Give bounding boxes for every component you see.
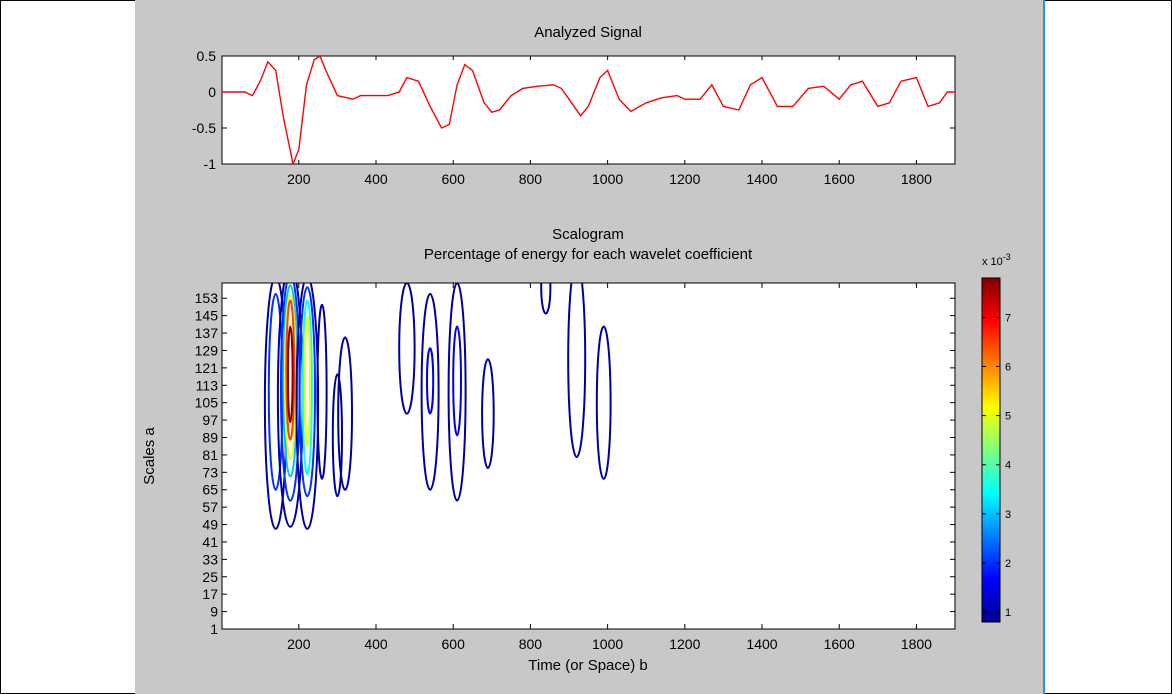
signal-x-tick-label: 200	[287, 171, 311, 187]
scalogram-y-tick-label: 1	[210, 621, 218, 637]
colorbar	[981, 277, 1001, 623]
scalogram-y-tick-label: 81	[202, 447, 218, 463]
contour-line	[303, 314, 311, 448]
window-edge-line	[1043, 0, 1045, 694]
contour-line	[595, 325, 612, 480]
contour-line	[301, 299, 313, 476]
contour-line	[283, 292, 297, 461]
signal-axes	[221, 55, 956, 165]
scalogram-y-tick-label: 57	[202, 499, 218, 515]
signal-x-tick-label: 600	[442, 171, 466, 187]
contour-line	[287, 325, 294, 424]
scalogram-xlabel: Time (or Space) b	[528, 657, 647, 674]
signal-x-tick-label: 800	[519, 171, 543, 187]
contour-line	[540, 283, 552, 315]
contour-line	[316, 303, 328, 480]
scalogram-title: Scalogram	[552, 226, 624, 243]
signal-x-tick-label: 1400	[746, 171, 777, 187]
signal-x-tick-label: 1600	[824, 171, 855, 187]
contour-line	[567, 283, 587, 459]
signal-x-tick-label: 1000	[592, 171, 623, 187]
scalogram-axes-border	[221, 282, 956, 630]
scalogram-y-tick-label: 113	[196, 377, 219, 393]
colorbar-tick-label: 4	[1005, 460, 1011, 472]
contour-line	[481, 358, 495, 470]
scalogram-y-tick-label: 129	[195, 342, 219, 358]
scalogram-y-tick-label: 17	[202, 586, 218, 602]
scalogram-y-tick-label: 97	[202, 412, 218, 428]
signal-x-axis: 200 400 600 800 1000 1200 1400 1600 1800	[287, 56, 932, 187]
colorbar-tick-label: 5	[1005, 411, 1011, 423]
scalogram-y-tick-label: 153	[195, 290, 219, 306]
scalogram-y-tick-label: 65	[202, 482, 218, 498]
signal-y-axis: 0.5 0 -0.5 -1	[192, 48, 955, 172]
contour-line	[331, 373, 343, 498]
scalogram-x-tick-label: 400	[364, 636, 388, 652]
signal-x-tick-label: 1200	[669, 171, 700, 187]
contour-line	[285, 299, 296, 441]
scalogram-y-tick-label: 89	[202, 430, 218, 446]
scalogram-x-tick-label: 200	[287, 636, 311, 652]
scalogram-x-tick-label: 1800	[901, 636, 932, 652]
signal-title: Analyzed Signal	[534, 24, 642, 41]
scalogram-y-tick-label: 105	[195, 395, 219, 411]
scalogram-y-tick-label: 9	[210, 604, 218, 620]
colorbar-tick-label: 7	[1005, 312, 1011, 324]
scalogram-x-tick-label: 600	[442, 636, 466, 652]
colorbar-tick-label: 1	[1005, 607, 1011, 619]
scalogram-x-tick-label: 1400	[746, 636, 777, 652]
contour-line	[398, 283, 416, 415]
signal-y-tick-label: 0	[208, 84, 216, 100]
scalogram-subtitle: Percentage of energy for each wavelet co…	[424, 246, 753, 263]
scalogram-y-tick-label: 41	[202, 534, 218, 550]
contour-line	[426, 347, 435, 415]
scalogram-y-tick-label: 73	[202, 464, 218, 480]
scalogram-y-tick-label: 121	[195, 360, 219, 376]
colorbar-exponent: -3	[1003, 252, 1011, 262]
contour-line	[298, 286, 316, 498]
signal-x-tick-label: 400	[364, 171, 388, 187]
contour-line	[452, 325, 463, 437]
scalogram-x-tick-label: 1600	[824, 636, 855, 652]
signal-y-tick-label: -0.5	[192, 120, 216, 136]
colorbar-multiplier-base: x 10	[982, 256, 1003, 268]
scalogram-y-tick-label: 33	[202, 551, 218, 567]
colorbar-tick-label: 2	[1005, 558, 1011, 570]
scalogram-axes	[221, 282, 956, 630]
scalogram-ylabel: Scales a	[141, 427, 158, 485]
scalogram-x-tick-label: 800	[519, 636, 543, 652]
scalogram-y-axis: 1917253341495765738189971051131211291371…	[195, 290, 955, 637]
contour-line	[447, 283, 467, 502]
scalogram-y-tick-label: 49	[202, 517, 218, 533]
signal-series-line	[222, 56, 955, 164]
colorbar-ticks: 1 2 3 4 5 6 7	[982, 312, 1011, 619]
scalogram-x-tick-label: 1200	[669, 636, 700, 652]
scalogram-y-tick-label: 137	[195, 325, 219, 341]
colorbar-tick-label: 3	[1005, 509, 1011, 521]
signal-x-tick-label: 1800	[901, 171, 932, 187]
scalogram-x-tick-label: 1000	[592, 636, 623, 652]
signal-y-tick-label: 0.5	[197, 48, 217, 64]
scalogram-y-tick-label: 25	[202, 569, 218, 585]
colorbar-multiplier: x 10-3	[982, 252, 1011, 268]
scalogram-x-axis: 200 400 600 800 1000 1200 1400 1600 1800	[287, 283, 932, 652]
scalogram-contours	[263, 283, 612, 530]
scalogram-y-tick-label: 145	[195, 308, 219, 324]
contour-line	[337, 336, 354, 491]
colorbar-tick-label: 6	[1005, 361, 1011, 373]
contour-line	[420, 292, 440, 491]
signal-y-tick-label: -1	[204, 156, 217, 172]
